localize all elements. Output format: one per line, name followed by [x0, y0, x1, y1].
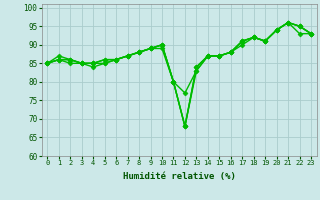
X-axis label: Humidité relative (%): Humidité relative (%) — [123, 172, 236, 181]
